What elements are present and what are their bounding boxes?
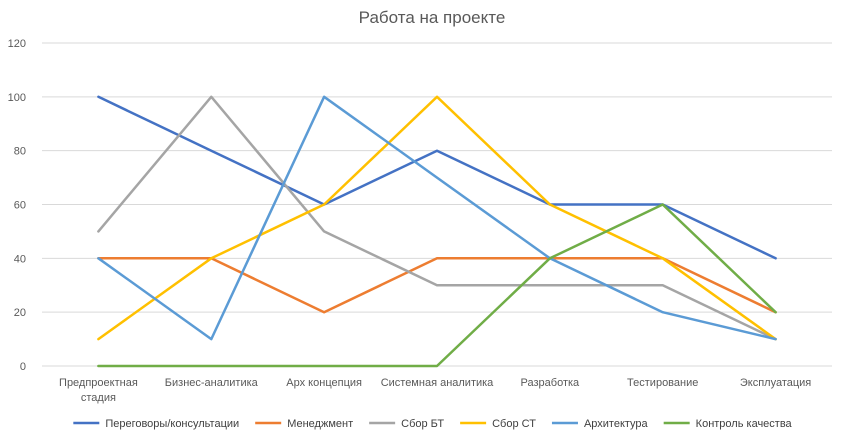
gridlines: [42, 42, 832, 367]
y-axis-ticks: 0 20 40 60 80 100 120: [8, 38, 26, 373]
y-tick-label: 120: [8, 38, 26, 50]
x-axis-ticks: Предпроектная стадия Бизнес-аналитика Арх к…: [59, 377, 811, 404]
x-tick-label: Тестирование: [627, 377, 698, 389]
series-line: [97, 203, 777, 368]
legend-item: Переговоры/консультации: [73, 418, 239, 430]
x-tick-label: Арх концепция: [286, 377, 362, 389]
legend-label: Переговоры/консультации: [105, 418, 239, 430]
legend-item: Менеджмент: [255, 418, 353, 430]
series-line: [97, 95, 777, 341]
series-line: [97, 95, 777, 341]
legend-item: Контроль качества: [663, 418, 793, 430]
legend-label: Менеджмент: [287, 418, 353, 430]
x-tick-label: Эксплуатация: [740, 377, 811, 389]
legend-label: Сбор СТ: [492, 418, 536, 430]
legend-item: Сбор БТ: [369, 418, 444, 430]
legend-label: Архитектура: [584, 418, 649, 430]
y-tick-label: 20: [14, 307, 26, 319]
y-tick-label: 80: [14, 146, 26, 158]
x-tick-label: Системная аналитика: [381, 377, 494, 389]
legend-label: Контроль качества: [696, 418, 793, 430]
legend-label: Сбор БТ: [401, 418, 444, 430]
y-tick-label: 100: [8, 92, 26, 104]
legend-item: Архитектура: [551, 418, 649, 430]
x-tick-label: Разработка: [521, 377, 581, 389]
series-line: [97, 95, 777, 341]
legend-item: Сбор СТ: [460, 418, 536, 430]
y-tick-label: 40: [14, 253, 26, 265]
series-lines: [97, 95, 777, 368]
y-tick-label: 60: [14, 200, 26, 212]
x-tick-label: Бизнес-аналитика: [165, 377, 259, 389]
chart-title: Работа на проекте: [359, 8, 506, 27]
x-tick-label: Предпроектная стадия: [59, 377, 138, 404]
y-tick-label: 0: [20, 361, 26, 373]
legend: Переговоры/консультации Менеджмент Сбор БТ…: [73, 418, 793, 430]
